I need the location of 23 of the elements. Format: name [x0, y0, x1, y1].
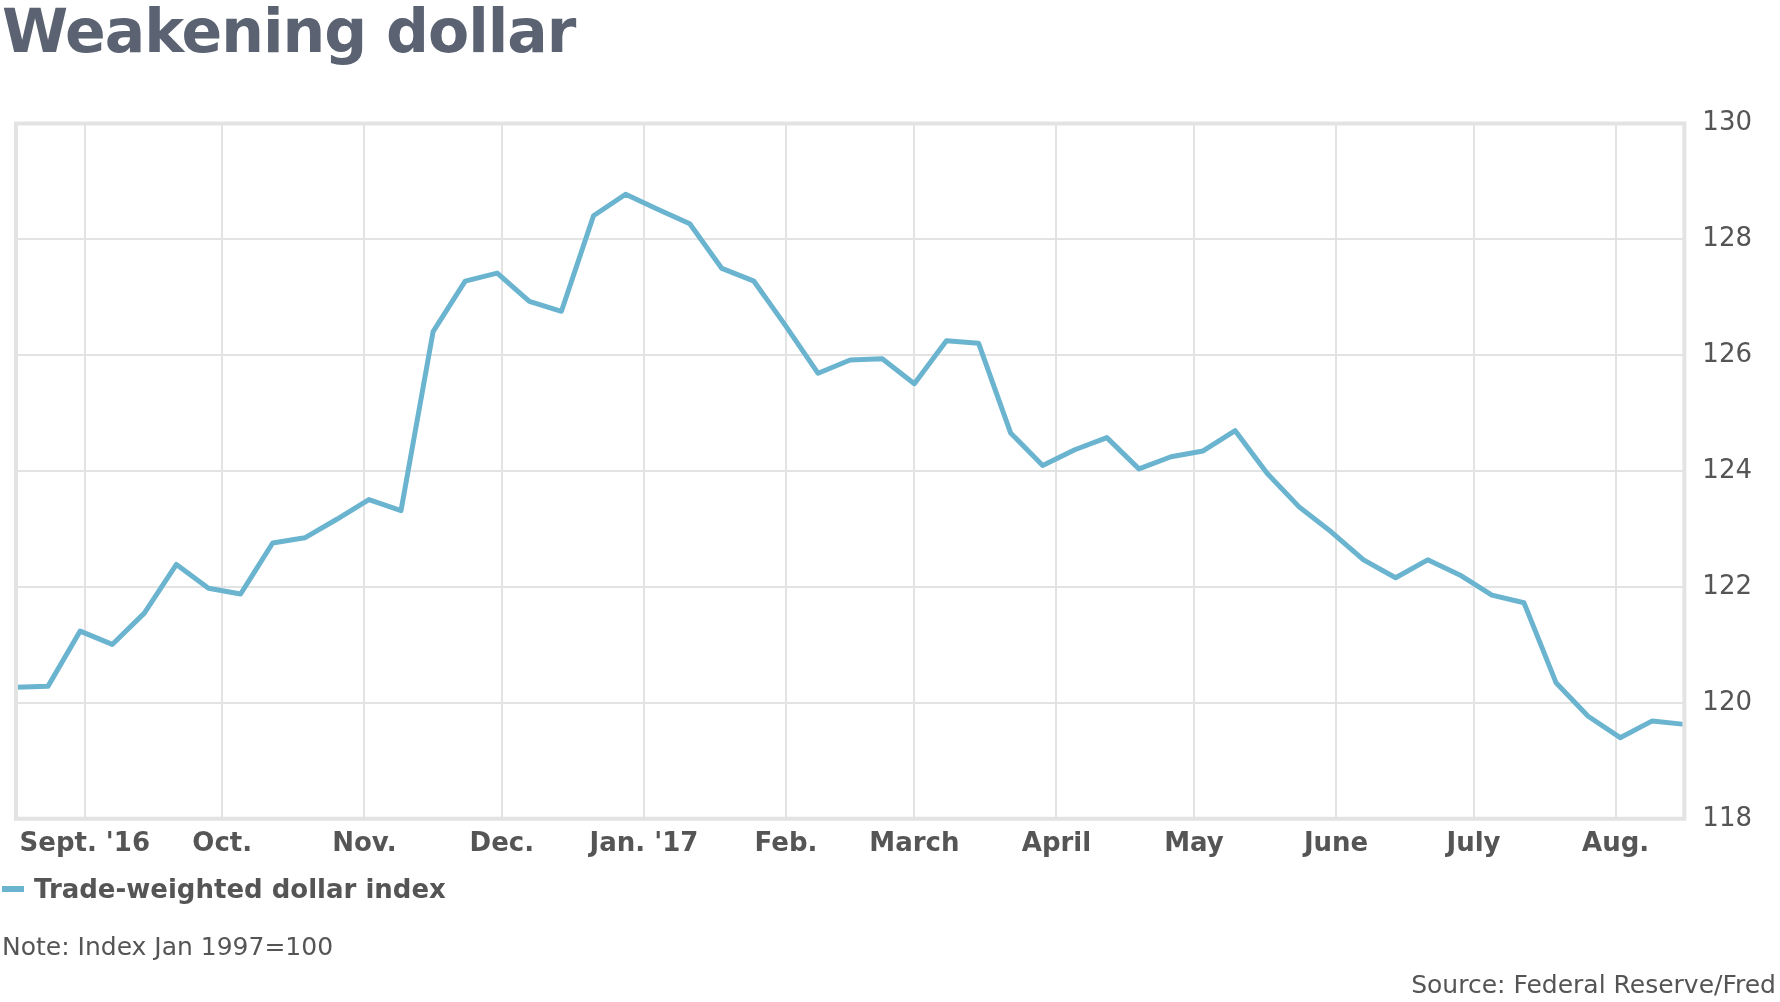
- x-tick-label: Aug.: [1582, 827, 1650, 858]
- x-tick-label: March: [869, 827, 960, 858]
- legend-label: Trade-weighted dollar index: [34, 874, 446, 904]
- y-tick-label: 120: [1702, 685, 1753, 716]
- y-tick-label: 126: [1702, 338, 1753, 369]
- y-tick-label: 118: [1702, 801, 1753, 832]
- x-tick-label: July: [1444, 827, 1501, 858]
- y-tick-label: 128: [1702, 222, 1753, 253]
- y-tick-label: 130: [1702, 106, 1753, 137]
- x-tick-label: May: [1164, 827, 1224, 858]
- x-tick-label: Sept. '16: [19, 827, 150, 858]
- x-tick-label: Nov.: [332, 827, 397, 858]
- x-tick-label: June: [1301, 827, 1369, 858]
- x-tick-label: Feb.: [754, 827, 818, 858]
- text: Note: Index Jan 1997=100: [2, 932, 334, 961]
- y-tick-label: 122: [1702, 569, 1753, 600]
- y-tick-label: 124: [1702, 453, 1753, 484]
- x-tick-label: Dec.: [469, 827, 535, 858]
- chart-title: Weakening dollar: [2, 0, 576, 66]
- x-tick-label: Jan. '17: [587, 827, 699, 858]
- x-tick-label: Oct.: [192, 827, 253, 858]
- x-tick-label: April: [1021, 827, 1092, 858]
- source-note: Source: Federal Reserve/Fred: [1411, 970, 1776, 999]
